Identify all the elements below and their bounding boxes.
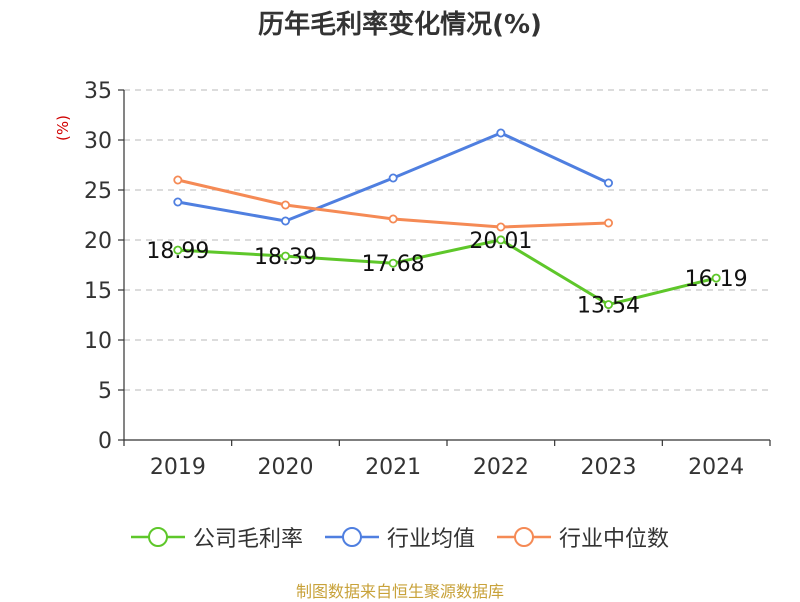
data-point — [173, 175, 183, 185]
data-point — [388, 258, 398, 268]
legend-item[interactable]: 行业中位数 — [497, 521, 669, 553]
data-label: 18.99 — [146, 239, 209, 264]
data-label: 16.19 — [685, 267, 748, 292]
data-label: 18.39 — [254, 245, 317, 270]
series — [173, 128, 721, 310]
grid-lines — [124, 89, 770, 391]
data-point — [173, 197, 183, 207]
legend-label: 行业均值 — [386, 527, 475, 552]
legend-item[interactable]: 公司毛利率 — [130, 521, 303, 553]
legend-marker-icon — [130, 527, 185, 547]
legend-label: 行业中位数 — [559, 527, 670, 552]
x-tick-label: 2024 — [688, 455, 744, 480]
data-point — [604, 218, 614, 228]
data-point — [496, 235, 506, 245]
y-tick-label: 30 — [84, 129, 112, 154]
data-point — [496, 128, 506, 138]
data-point — [280, 251, 290, 261]
y-tick-label: 0 — [98, 429, 112, 454]
data-point — [388, 173, 398, 183]
x-tick-label: 2021 — [365, 455, 421, 480]
y-tick-label: 15 — [84, 279, 112, 304]
x-tick-label: 2020 — [258, 455, 314, 480]
legend-label: 公司毛利率 — [192, 527, 303, 552]
x-tick-label: 2022 — [473, 455, 529, 480]
y-axis-label: (%) — [54, 115, 72, 141]
series-line — [177, 238, 717, 307]
data-point — [711, 273, 721, 283]
axes: 0 5 10 15 20 25 30 35 2019 2020 2021 2022 2023 2024 — [84, 79, 771, 480]
chart-title: 历年毛利率变化情况(%) — [258, 10, 542, 40]
y-tick-label: 25 — [84, 179, 112, 204]
legend-item[interactable]: 行业均值 — [324, 521, 475, 553]
legend: 公司毛利率 行业均值 行业中位数 — [0, 521, 800, 553]
data-label: 17.68 — [362, 252, 425, 277]
data-label: 13.54 — [577, 294, 640, 319]
data-labels: 18.99 18.39 17.68 20.01 13.54 16.19 — [146, 229, 747, 319]
data-point — [496, 222, 506, 232]
y-tick-label: 5 — [98, 379, 112, 404]
data-label: 20.01 — [469, 229, 532, 254]
source-note: 制图数据来自恒生聚源数据库 — [295, 582, 504, 601]
y-tick-label: 20 — [84, 229, 112, 254]
data-point — [280, 200, 290, 210]
data-point — [280, 216, 290, 226]
x-tick-label: 2023 — [581, 455, 637, 480]
y-tick-label: 10 — [84, 329, 112, 354]
x-tick-label: 2019 — [150, 455, 206, 480]
data-point — [604, 300, 614, 310]
legend-marker-icon — [497, 527, 551, 547]
y-tick-label: 35 — [84, 79, 112, 104]
data-point — [173, 245, 183, 255]
data-point — [604, 178, 614, 188]
data-point — [388, 214, 398, 224]
legend-marker-icon — [324, 527, 379, 547]
